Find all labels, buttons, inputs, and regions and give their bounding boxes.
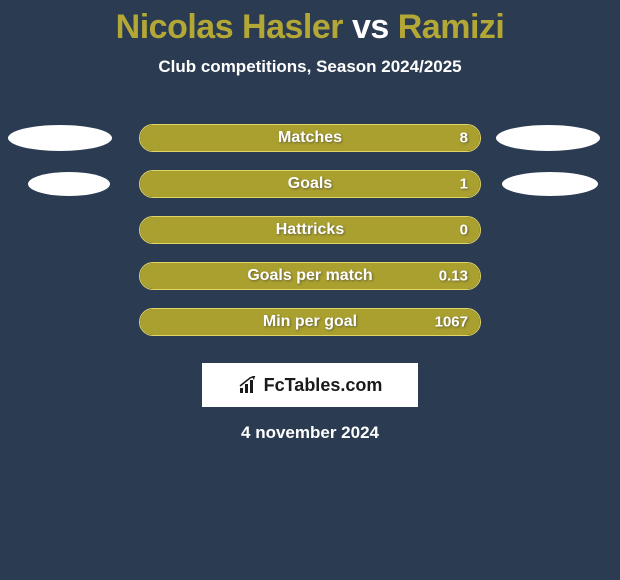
- subtitle: Club competitions, Season 2024/2025: [0, 57, 620, 77]
- logo-box: FcTables.com: [202, 363, 418, 407]
- bar-fill: [140, 263, 480, 289]
- bar-fill: [140, 217, 480, 243]
- bar-fill: [140, 125, 480, 151]
- vs-text: vs: [352, 8, 389, 46]
- bar-track: Goals 1: [139, 170, 481, 198]
- chart-icon: [238, 376, 260, 394]
- bar-track: Goals per match 0.13: [139, 262, 481, 290]
- stat-row: Goals 1: [0, 161, 620, 207]
- bar-fill: [140, 171, 480, 197]
- bar-track: Hattricks 0: [139, 216, 481, 244]
- player1-avatar: [8, 125, 112, 151]
- player2-avatar: [496, 125, 600, 151]
- stat-row: Min per goal 1067: [0, 299, 620, 345]
- stat-row: Goals per match 0.13: [0, 253, 620, 299]
- date-text: 4 november 2024: [0, 423, 620, 443]
- logo-text: FcTables.com: [264, 375, 383, 396]
- player1-avatar: [28, 172, 110, 196]
- player2-name: Ramizi: [398, 8, 505, 46]
- stat-row: Matches 8: [0, 115, 620, 161]
- stats-chart: Matches 8 Goals 1 Hattricks 0 Goals per …: [0, 115, 620, 345]
- player2-avatar: [502, 172, 598, 196]
- page-title: Nicolas Hasler vs Ramizi: [0, 0, 620, 47]
- player1-name: Nicolas Hasler: [116, 8, 343, 46]
- bar-track: Min per goal 1067: [139, 308, 481, 336]
- stat-row: Hattricks 0: [0, 207, 620, 253]
- bar-track: Matches 8: [139, 124, 481, 152]
- bar-fill: [140, 309, 480, 335]
